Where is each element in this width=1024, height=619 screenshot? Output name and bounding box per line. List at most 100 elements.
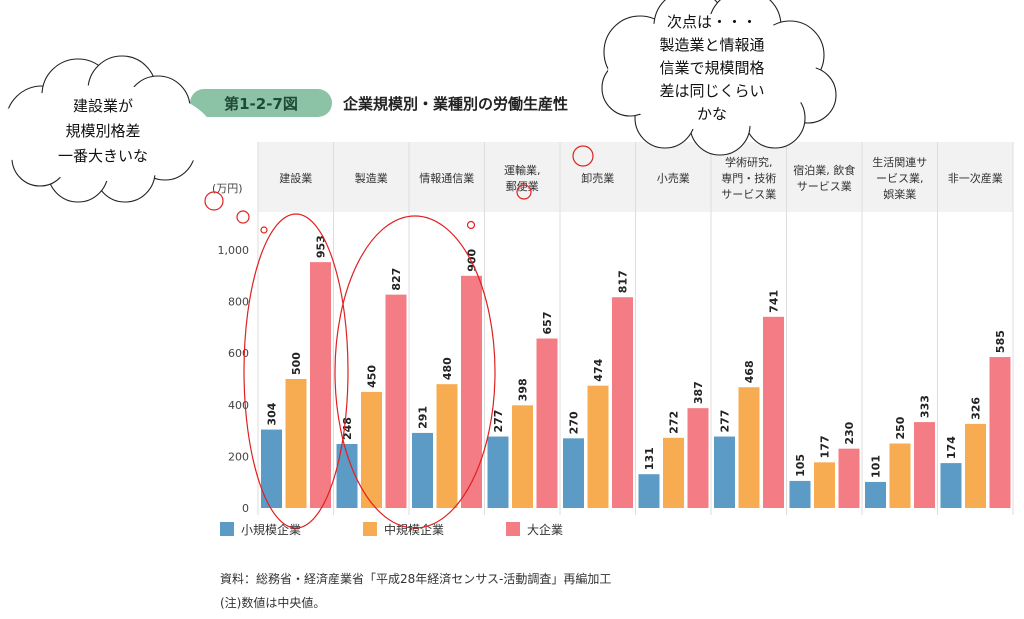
callout-cloud-right: 次点は・・・ 製造業と情報通 信業で規模間格 差は同じくらい かな (601, 0, 837, 156)
annotation-circle (236, 210, 250, 224)
bar-value-label: 105 (794, 454, 807, 477)
category-label: 運輸業, (504, 163, 541, 177)
bar (638, 474, 660, 508)
bar (612, 297, 633, 508)
category-label: 郵便業 (506, 180, 539, 193)
bar (310, 262, 331, 508)
bar-value-label: 500 (290, 352, 303, 375)
bar (487, 436, 509, 508)
bar (789, 480, 811, 508)
y-tick-label: 400 (228, 399, 249, 412)
category-label: 娯楽業 (883, 187, 916, 201)
bar-value-label: 953 (315, 235, 328, 258)
annotation-circle (466, 220, 476, 230)
bar (714, 436, 735, 508)
bar-value-label: 277 (492, 410, 505, 433)
bar-value-label: 230 (843, 421, 856, 444)
category-label: 情報通信業 (419, 172, 474, 185)
y-tick-label: 200 (228, 450, 249, 463)
callout-right-line: 差は同じくらい (659, 82, 764, 100)
bar (889, 443, 911, 508)
category-separators (257, 142, 1014, 515)
bar (687, 408, 709, 508)
category-label: 専門・技術 (721, 172, 776, 185)
bar (512, 405, 533, 508)
bar-value-label: 272 (668, 411, 681, 434)
bar (865, 481, 886, 508)
bar-value-label: 174 (945, 436, 958, 459)
category-label: 製造業 (355, 171, 388, 185)
bar (336, 444, 358, 508)
bar-value-label: 250 (894, 416, 907, 439)
annotation-circle (516, 184, 532, 200)
category-label: 生活関連サ (872, 155, 927, 169)
bar (965, 423, 986, 508)
bar-value-label: 468 (743, 360, 756, 383)
callout-right-line: かな (697, 105, 727, 123)
bar (738, 387, 760, 508)
bar-value-label: 474 (592, 358, 605, 381)
bar-value-label: 387 (692, 381, 705, 404)
callout-left-line: 規模別格差 (65, 122, 140, 140)
y-tick-label: 1,000 (218, 244, 250, 257)
figure-label-badge (190, 89, 332, 117)
figure-title: 企業規模別・業種別の労働生産性 (342, 95, 568, 113)
category-label: 建設業 (279, 171, 312, 185)
y-tick-label: 800 (228, 296, 249, 309)
category-label: サービス業 (797, 180, 852, 193)
bar (663, 437, 684, 508)
annotation-circle (204, 191, 224, 211)
bar-value-label: 326 (970, 397, 983, 420)
figure-label: 第1-2-7図 (224, 95, 298, 113)
callout-cloud-left: 建設業が 規模別格差 一番大きいな (0, 55, 213, 203)
y-axis-unit: (万円) (212, 182, 243, 195)
value-labels: 3045009532484508272914809002773986572704… (266, 235, 1008, 478)
bar-value-label: 270 (568, 411, 581, 434)
bars (261, 262, 1011, 508)
bar (536, 338, 558, 508)
bar-value-label: 333 (919, 395, 932, 418)
callout-right-line: 信業で規模間格 (659, 59, 764, 77)
bar-value-label: 480 (441, 357, 454, 380)
category-label: 卸売業 (581, 171, 614, 185)
bar (361, 391, 382, 508)
bar (412, 432, 433, 508)
bar-value-label: 657 (541, 312, 554, 335)
category-label: ービス業, (876, 172, 924, 185)
bar-value-label: 817 (617, 270, 630, 293)
y-tick-label: 600 (228, 347, 249, 360)
bar-value-label: 827 (390, 268, 403, 291)
callout-right-line: 次点は・・・ (667, 13, 757, 31)
bar-value-label: 291 (417, 406, 430, 429)
bar-value-label: 131 (643, 447, 656, 470)
category-label: 小売業 (657, 172, 690, 185)
annotation-ellipse-construction (243, 213, 349, 529)
callout-left-line: 建設業が (73, 97, 133, 115)
legend-label: 中規模企業 (384, 522, 444, 537)
bar (914, 422, 935, 508)
bar-value-label: 177 (819, 435, 832, 458)
bar (261, 429, 282, 508)
footnote: (注)数値は中央値。 (220, 595, 325, 610)
legend-swatch (220, 522, 234, 536)
bar (461, 275, 482, 508)
annotations (204, 145, 594, 529)
category-label: 非一次産業 (948, 171, 1003, 185)
y-tick-label: 0 (242, 502, 249, 515)
bar-value-label: 450 (366, 365, 379, 388)
bar (989, 357, 1011, 508)
bar (814, 462, 835, 508)
category-label: 学術研究, (725, 155, 773, 169)
category-label: サービス業 (721, 188, 776, 201)
annotation-ellipse-manufacturing-ict (334, 215, 496, 529)
annotation-circle (572, 145, 594, 167)
bar (563, 438, 584, 508)
bar (285, 379, 307, 508)
callout-right-line: 製造業と情報通 (659, 36, 764, 54)
bar-value-label: 101 (870, 455, 883, 478)
bar (587, 385, 609, 508)
legend-label: 小規模企業 (241, 522, 301, 537)
bar (436, 384, 458, 508)
